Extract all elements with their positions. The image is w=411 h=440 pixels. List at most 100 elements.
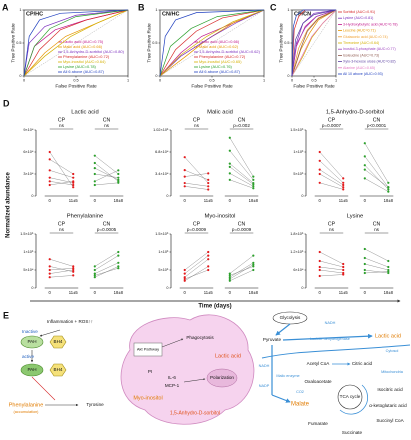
x-tick-label: 18±8 — [384, 290, 394, 295]
arrow — [282, 333, 373, 341]
pair-line — [364, 156, 389, 188]
legend-entry: All 10 above (AUC=0.93) — [343, 72, 383, 76]
label: Succinate — [342, 430, 363, 435]
chart-title: Malic acid — [207, 110, 233, 116]
pair-line — [229, 137, 254, 177]
reference-line — [159, 9, 265, 77]
point — [252, 183, 255, 186]
panel-label: D — [3, 98, 10, 108]
x-tick-label: 0 — [364, 290, 367, 295]
point — [117, 267, 120, 270]
x-tick-label: 18±8 — [249, 198, 259, 203]
arrow — [161, 338, 184, 348]
pair-line — [94, 155, 119, 175]
label: active — [22, 354, 34, 359]
x-tick-label: 0 — [23, 79, 25, 83]
y-tick-label: 1 — [287, 8, 289, 12]
y-tick-label: 0.5 — [284, 41, 289, 45]
roc-curve — [23, 9, 129, 77]
x-tick-label: 0 — [49, 198, 52, 203]
point — [183, 156, 186, 159]
y-tick-label: 1.5×10⁵ — [20, 232, 34, 236]
point — [48, 258, 51, 261]
y-axis-label: True Positive Rate — [278, 23, 284, 63]
y-tick-label: 1.5×10⁶ — [290, 128, 304, 132]
pair-line — [319, 151, 344, 179]
point — [318, 259, 321, 263]
group-label: CN — [103, 221, 111, 227]
x-tick-label: 0 — [229, 198, 232, 203]
roc-curve — [291, 9, 337, 77]
pair-line — [319, 251, 344, 265]
point — [48, 265, 51, 268]
x-tick-label: 0 — [319, 290, 322, 295]
point — [72, 270, 75, 273]
label: BH4 — [54, 367, 63, 372]
point — [48, 180, 51, 183]
pair-line — [94, 162, 119, 182]
pair-line — [94, 251, 119, 267]
pair-line — [364, 263, 389, 271]
significance: p=0.0009 — [187, 227, 207, 232]
chart-title: CN/HC — [162, 11, 179, 17]
pair-line — [229, 179, 254, 189]
point — [72, 172, 75, 176]
legend-entry: Xylo-3-hexose ulose (AUC=0.82) — [343, 60, 396, 64]
point — [117, 178, 120, 181]
x-tick-label: 1 — [263, 79, 265, 83]
point — [318, 172, 321, 176]
pair-line — [364, 257, 389, 268]
x-axis-label: Time (days) — [198, 304, 231, 310]
legend-entry: Lysine (AUC=0.78) — [63, 64, 97, 69]
pair-line — [184, 259, 209, 278]
label: Cytosol — [386, 349, 399, 353]
label: Phenylalanine — [9, 402, 44, 408]
pair-line — [364, 169, 389, 188]
label: Citric acid — [352, 361, 373, 366]
diagram: E Inflammation + ROS↑↑ Inactive PAH BH4 … — [3, 310, 411, 435]
legend-entry: Phenylalanine (AUC=0.72) — [199, 54, 246, 59]
point — [93, 180, 96, 183]
label: 1,5-Anhydro-D-sorbitol — [170, 410, 220, 416]
x-tick-label: 0 — [319, 198, 322, 203]
point — [252, 265, 255, 268]
point — [48, 176, 51, 179]
x-tick-label: 11±5 — [204, 198, 214, 203]
pair-line — [49, 259, 74, 267]
pair-line — [49, 159, 74, 175]
significance: ns — [374, 227, 380, 232]
point — [318, 168, 321, 171]
group-label: CP — [193, 221, 201, 227]
x-tick-label: 11±5 — [339, 198, 349, 203]
point — [207, 178, 210, 181]
inhibit — [31, 376, 56, 401]
point — [48, 150, 51, 154]
arrow — [275, 323, 291, 336]
y-tick-label: 0 — [287, 74, 289, 78]
pair-line — [49, 268, 74, 271]
group-label: CN — [373, 221, 381, 227]
label: Akt Pathway — [137, 347, 159, 352]
point — [183, 181, 186, 185]
point — [48, 272, 51, 275]
label: Acetyl CoA — [307, 361, 331, 366]
x-tick-label: 18±8 — [114, 198, 124, 203]
panel-label: B — [138, 2, 145, 12]
y-tick-label: 1.5×10⁶ — [155, 232, 169, 236]
pair-line — [364, 248, 389, 262]
point — [48, 276, 51, 279]
legend-entry: Lysine (AUC=0.76) — [199, 64, 233, 69]
point — [93, 172, 96, 176]
point — [387, 271, 390, 275]
roc-curve — [159, 9, 265, 77]
pair-line — [229, 255, 254, 274]
label: Lactic acid — [375, 333, 401, 339]
label: NADH — [325, 321, 336, 325]
y-tick-label: 0 — [166, 286, 168, 290]
point — [387, 186, 390, 189]
pair-line — [94, 268, 119, 276]
point — [48, 268, 51, 272]
pair-line — [229, 173, 254, 187]
pair-line — [94, 170, 119, 182]
label: MCP-1 — [165, 383, 180, 388]
